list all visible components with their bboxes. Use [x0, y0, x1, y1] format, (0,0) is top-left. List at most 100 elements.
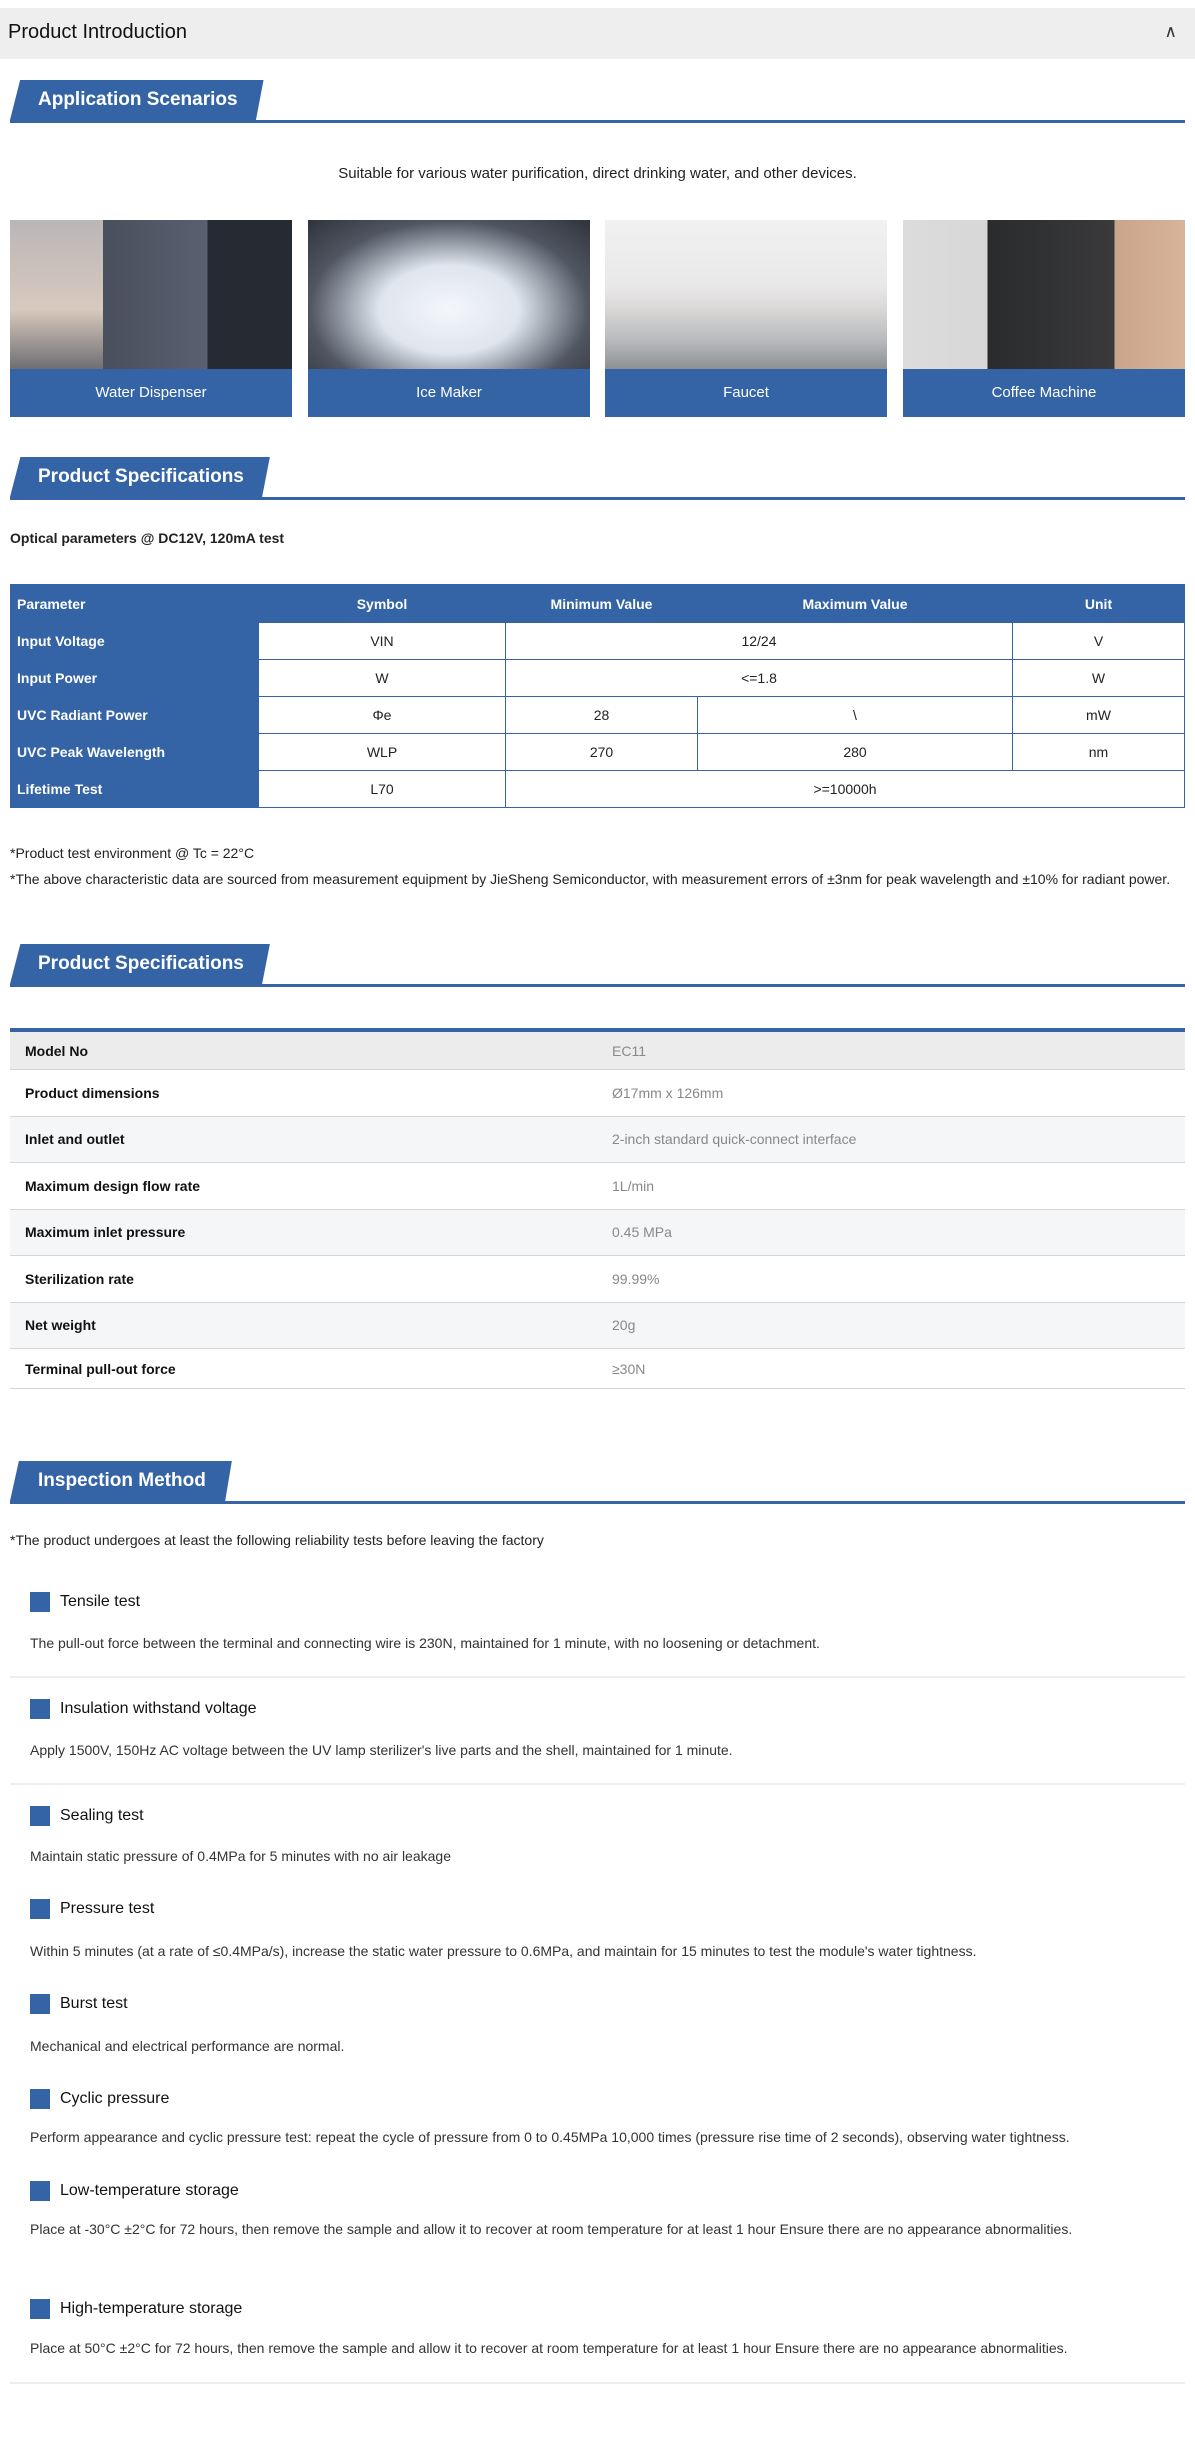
table-row: UVC Peak Wavelength WLP 270 280 nm [10, 733, 1185, 771]
square-bullet-icon [30, 1994, 50, 2014]
test-title-row: Insulation withstand voltage [30, 1699, 257, 1719]
spec-label: Model No [25, 1042, 88, 1059]
square-bullet-icon [30, 2089, 50, 2109]
scenario-card-water-dispenser: Water Dispenser [10, 220, 292, 417]
spec-row: Terminal pull-out force ≥30N [10, 1349, 1185, 1389]
test-title-row: Pressure test [30, 1899, 154, 1919]
min-cell: 270 [505, 733, 698, 771]
spec-label: Net weight [25, 1317, 96, 1334]
test-title: High-temperature storage [60, 2300, 243, 2317]
test-description: Mechanical and electrical performance ar… [30, 2038, 345, 2054]
spec-row: Sterilization rate 99.99% [10, 1256, 1185, 1303]
spec-label: Inlet and outlet [25, 1131, 125, 1148]
test-title: Insulation withstand voltage [60, 1700, 257, 1717]
spec-value: 0.45 MPa [612, 1224, 672, 1241]
test-description: The pull-out force between the terminal … [30, 1635, 820, 1651]
test-description: Within 5 minutes (at a rate of ≤0.4MPa/s… [30, 1943, 977, 1959]
unit-cell: V [1012, 622, 1185, 660]
product-specifications-banner-2: Product Specifications [10, 944, 1185, 987]
table-row: Input Voltage VIN 12/24 V [10, 622, 1185, 660]
symbol-cell: VIN [258, 622, 506, 660]
max-cell: \ [697, 696, 1013, 734]
chevron-up-icon[interactable]: ∧ [1164, 22, 1177, 41]
scenario-card-faucet: Faucet [605, 220, 887, 417]
spec-value: Ø17mm x 126mm [612, 1084, 724, 1101]
banner-title: Product Specifications [10, 457, 270, 497]
square-bullet-icon [30, 2299, 50, 2319]
banner-title: Application Scenarios [10, 80, 264, 120]
divider [10, 1783, 1185, 1785]
param-cell: Lifetime Test [10, 770, 259, 808]
test-title-row: High-temperature storage [30, 2299, 242, 2319]
optical-parameters-table: Parameter Symbol Minimum Value Maximum V… [10, 584, 1185, 808]
symbol-cell: Φe [258, 696, 506, 734]
param-cell: Input Power [10, 659, 259, 697]
table-row: Lifetime Test L70 >=10000h [10, 770, 1185, 808]
section-header[interactable]: Product Introduction ∧ [0, 8, 1195, 59]
card-label: Water Dispenser [10, 369, 292, 417]
spec-label: Sterilization rate [25, 1270, 134, 1287]
square-bullet-icon [30, 1699, 50, 1719]
spec-row: Product dimensions Ø17mm x 126mm [10, 1070, 1185, 1117]
divider [10, 1676, 1185, 1678]
ice-maker-image [308, 220, 590, 369]
divider [10, 2382, 1185, 2384]
intro-text: Suitable for various water purification,… [338, 165, 857, 182]
value-cell: 12/24 [505, 622, 1013, 660]
section-title: Product Introduction [8, 21, 187, 43]
spec-label: Terminal pull-out force [25, 1360, 176, 1377]
spec-value: 99.99% [612, 1270, 660, 1287]
card-label: Coffee Machine [903, 369, 1185, 417]
application-scenarios-banner: Application Scenarios [10, 80, 1185, 123]
min-cell: 28 [505, 696, 698, 734]
square-bullet-icon [30, 2181, 50, 2201]
spec-label: Maximum inlet pressure [25, 1224, 186, 1241]
test-title-row: Cyclic pressure [30, 2089, 169, 2109]
banner-title: Product Specifications [10, 944, 270, 984]
spec-row: Model No EC11 [10, 1032, 1185, 1070]
square-bullet-icon [30, 1592, 50, 1612]
test-title-row: Low-temperature storage [30, 2181, 239, 2201]
test-title: Burst test [60, 1995, 128, 2012]
spec-value: 20g [612, 1317, 636, 1334]
test-title: Cyclic pressure [60, 2090, 170, 2107]
test-description: Place at -30°C ±2°C for 72 hours, then r… [30, 2221, 1073, 2237]
inspection-method-banner: Inspection Method [10, 1461, 1185, 1504]
card-label: Faucet [605, 369, 887, 417]
param-cell: UVC Radiant Power [10, 696, 259, 734]
spec-row: Inlet and outlet 2-inch standard quick-co… [10, 1116, 1185, 1163]
test-description: Perform appearance and cyclic pressure t… [30, 2129, 1070, 2145]
test-description: Maintain static pressure of 0.4MPa for 5… [30, 1848, 451, 1864]
unit-cell: mW [1012, 696, 1185, 734]
spec-label: Product dimensions [25, 1084, 160, 1101]
spec-row: Maximum design flow rate 1L/min [10, 1163, 1185, 1210]
test-description: Apply 1500V, 150Hz AC voltage between th… [30, 1742, 733, 1758]
table-row: Input Power W <=1.8 W [10, 659, 1185, 697]
test-title-row: Burst test [30, 1994, 128, 2014]
product-specifications-table: Model No EC11 Product dimensions Ø17mm x 1… [10, 1028, 1185, 1389]
symbol-cell: L70 [258, 770, 506, 808]
symbol-cell: W [258, 659, 506, 697]
symbol-cell: WLP [258, 733, 506, 771]
inspection-note: *The product undergoes at least the foll… [10, 1532, 544, 1548]
water-dispenser-image [10, 220, 292, 369]
header-cell: Unit [1012, 584, 1185, 623]
test-title: Pressure test [60, 1900, 155, 1917]
param-cell: UVC Peak Wavelength [10, 733, 259, 771]
unit-cell: W [1012, 659, 1185, 697]
spec-value: EC11 [612, 1042, 646, 1059]
coffee-machine-image [903, 220, 1185, 369]
test-title: Tensile test [60, 1593, 141, 1610]
scenario-card-coffee-machine: Coffee Machine [903, 220, 1185, 417]
spec-row: Maximum inlet pressure 0.45 MPa [10, 1209, 1185, 1256]
product-specifications-banner: Product Specifications [10, 457, 1185, 500]
value-cell: >=10000h [505, 770, 1185, 808]
param-cell: Input Voltage [10, 622, 259, 660]
spec-row: Net weight 20g [10, 1302, 1185, 1349]
spec-value: 1L/min [612, 1177, 655, 1194]
value-cell: <=1.8 [505, 659, 1013, 697]
test-title: Low-temperature storage [60, 2182, 239, 2199]
header-cell: Symbol [258, 584, 506, 623]
test-title-row: Tensile test [30, 1592, 140, 1612]
header-cell: Parameter [10, 584, 259, 623]
